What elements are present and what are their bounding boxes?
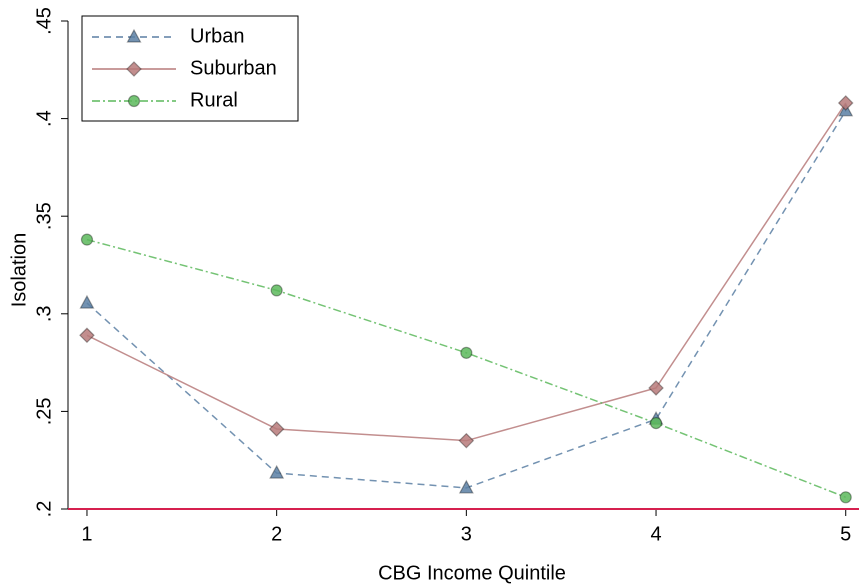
- marker: [837, 95, 854, 111]
- marker: [458, 479, 474, 494]
- marker: [269, 464, 285, 479]
- x-tick-label: 3: [461, 523, 472, 545]
- y-tick-label: .2: [33, 501, 55, 518]
- marker: [648, 380, 664, 396]
- y-tick-label: .45: [33, 7, 55, 35]
- legend-marker: [126, 61, 142, 77]
- series-line: [86, 102, 847, 442]
- y-axis-label: Isolation: [8, 233, 30, 308]
- legend-marker: [127, 94, 141, 108]
- marker: [80, 233, 94, 246]
- x-tick-label: 2: [271, 523, 282, 545]
- marker: [268, 421, 285, 437]
- legend-label: Rural: [190, 89, 238, 111]
- series-line: [86, 238, 846, 498]
- y-tick-label: .4: [33, 110, 55, 127]
- marker: [839, 491, 852, 504]
- marker: [79, 327, 95, 344]
- y-tick-label: .35: [33, 202, 55, 230]
- marker: [79, 294, 95, 309]
- legend-label: Suburban: [190, 57, 277, 79]
- marker: [649, 417, 663, 430]
- marker: [458, 432, 475, 449]
- legend: Urban Suburban Rural: [81, 15, 299, 122]
- x-tick-label: 4: [650, 523, 661, 545]
- x-tick-label: 1: [81, 523, 92, 545]
- marker: [460, 346, 473, 359]
- series-line: [86, 110, 847, 489]
- y-tick-label: .3: [33, 305, 55, 322]
- legend-label: Urban: [190, 25, 244, 47]
- marker: [270, 284, 283, 297]
- x-axis-label: CBG Income Quintile: [378, 562, 566, 584]
- y-tick-label: .25: [33, 397, 55, 425]
- x-tick-label: 5: [840, 523, 851, 545]
- legend-marker: [126, 28, 142, 43]
